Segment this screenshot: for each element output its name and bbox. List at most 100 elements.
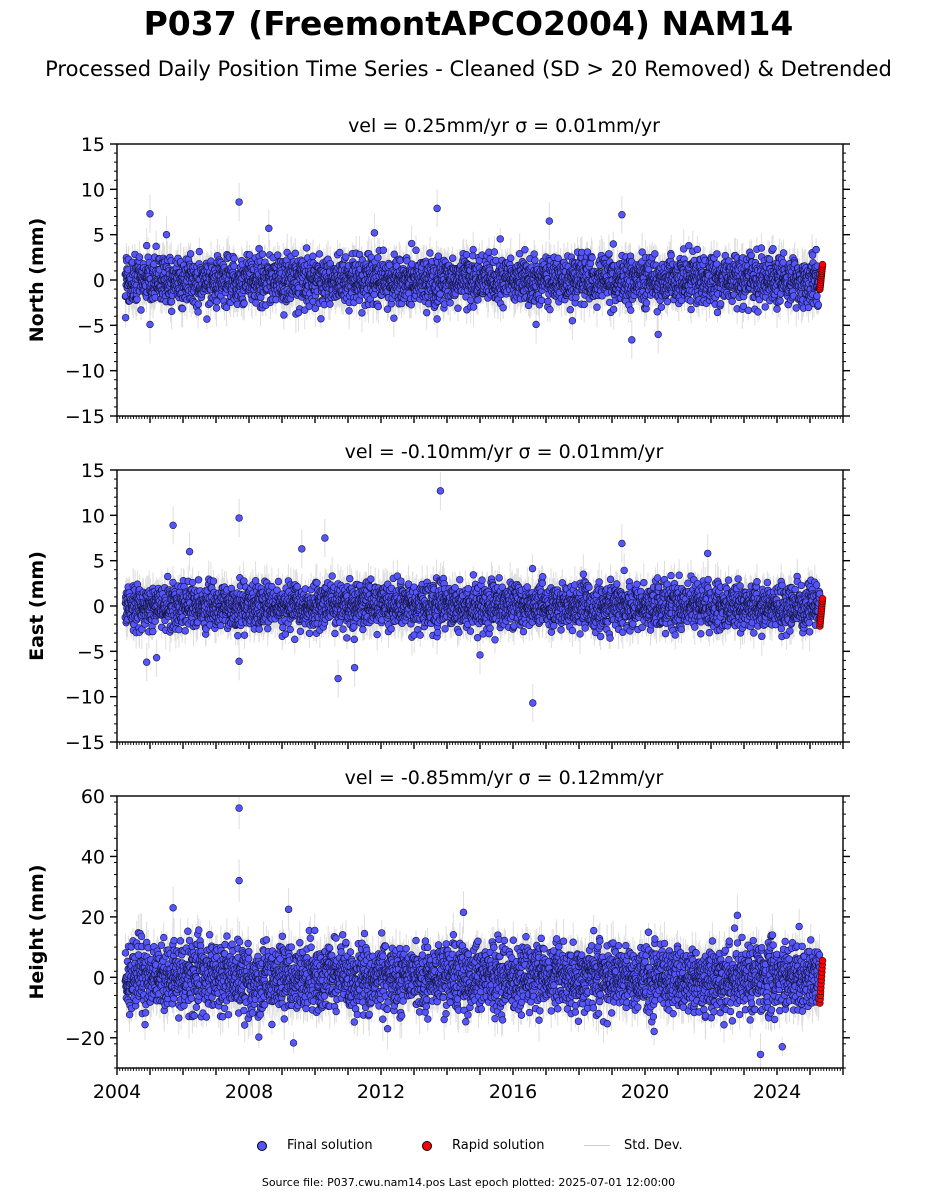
data-point — [729, 298, 736, 305]
data-point — [774, 306, 781, 313]
data-point — [522, 246, 529, 253]
data-point — [780, 250, 787, 257]
plot-area — [122, 183, 826, 359]
data-point — [573, 294, 580, 301]
y-tick-label: −15 — [65, 406, 105, 428]
data-point — [475, 296, 482, 303]
data-point — [766, 256, 773, 263]
data-point — [187, 250, 194, 257]
data-point — [628, 336, 635, 343]
data-point — [391, 251, 398, 258]
data-point — [210, 578, 217, 585]
data-point — [606, 250, 613, 257]
data-point — [147, 321, 154, 328]
final-solution-points — [122, 199, 823, 344]
data-point — [274, 252, 281, 259]
data-point — [664, 298, 671, 305]
data-point — [538, 297, 545, 304]
data-point — [758, 245, 765, 252]
data-point — [231, 255, 238, 262]
y-tick-label: 5 — [93, 225, 105, 247]
y-tick-label: −10 — [65, 361, 105, 383]
data-point — [342, 254, 349, 261]
data-point — [390, 315, 397, 322]
data-point — [134, 296, 141, 303]
plot-area — [122, 472, 826, 722]
y-tick-label: 15 — [81, 134, 105, 156]
data-point — [241, 300, 248, 307]
data-point — [241, 632, 248, 639]
y-tick-label: 0 — [93, 270, 105, 292]
data-point — [814, 293, 821, 300]
data-point — [143, 242, 150, 249]
data-point — [694, 246, 701, 253]
data-point — [643, 299, 650, 306]
data-point — [122, 314, 129, 321]
data-point — [714, 309, 721, 316]
data-point — [668, 252, 675, 259]
data-point — [688, 306, 695, 313]
data-point — [651, 250, 658, 257]
data-point — [546, 218, 553, 225]
data-point — [507, 255, 514, 262]
data-point — [627, 307, 634, 314]
data-point — [371, 291, 378, 298]
data-point — [491, 249, 498, 256]
data-point — [375, 303, 382, 310]
data-point — [182, 627, 189, 634]
data-point — [280, 312, 287, 319]
data-point — [813, 246, 820, 253]
data-point — [179, 305, 186, 312]
data-point — [380, 247, 387, 254]
data-point — [256, 626, 263, 633]
data-point — [655, 331, 662, 338]
data-point — [359, 309, 366, 316]
data-point — [447, 299, 454, 306]
data-point — [195, 301, 202, 308]
data-point — [745, 307, 752, 314]
data-point — [545, 298, 552, 305]
panel-title: vel = 0.25mm/yr σ = 0.01mm/yr — [348, 115, 660, 137]
rapid-point — [819, 261, 826, 268]
data-point — [762, 304, 769, 311]
charts-canvas: −15−10−5051015vel = 0.25mm/yr σ = 0.01mm… — [0, 0, 937, 1200]
data-point — [619, 211, 626, 218]
data-point — [292, 250, 299, 257]
data-point — [195, 576, 202, 583]
data-point — [555, 255, 562, 262]
data-point — [327, 301, 334, 308]
data-point — [316, 251, 323, 258]
data-point — [455, 305, 462, 312]
data-point — [153, 243, 160, 250]
data-point — [272, 296, 279, 303]
data-point — [500, 304, 507, 311]
data-point — [164, 573, 171, 580]
data-point — [463, 251, 470, 258]
data-point — [163, 231, 170, 238]
data-point — [213, 305, 220, 312]
data-point — [252, 577, 259, 584]
data-point — [168, 308, 175, 315]
final-solution-points — [122, 487, 823, 706]
data-point — [231, 263, 238, 270]
data-point — [449, 255, 456, 262]
data-point — [610, 306, 617, 313]
data-point — [204, 316, 211, 323]
data-point — [371, 229, 378, 236]
data-point — [176, 626, 183, 633]
data-point — [610, 241, 617, 248]
data-point — [497, 236, 504, 243]
data-point — [427, 250, 434, 257]
data-point — [375, 254, 382, 261]
data-point — [770, 245, 777, 252]
data-point — [336, 249, 343, 256]
data-point — [658, 304, 665, 311]
data-point — [470, 246, 477, 253]
data-point — [413, 247, 420, 254]
data-point — [303, 245, 310, 252]
data-point — [168, 298, 175, 305]
data-point — [147, 210, 154, 217]
data-point — [346, 307, 353, 314]
data-point — [310, 253, 317, 260]
data-point — [547, 306, 554, 313]
